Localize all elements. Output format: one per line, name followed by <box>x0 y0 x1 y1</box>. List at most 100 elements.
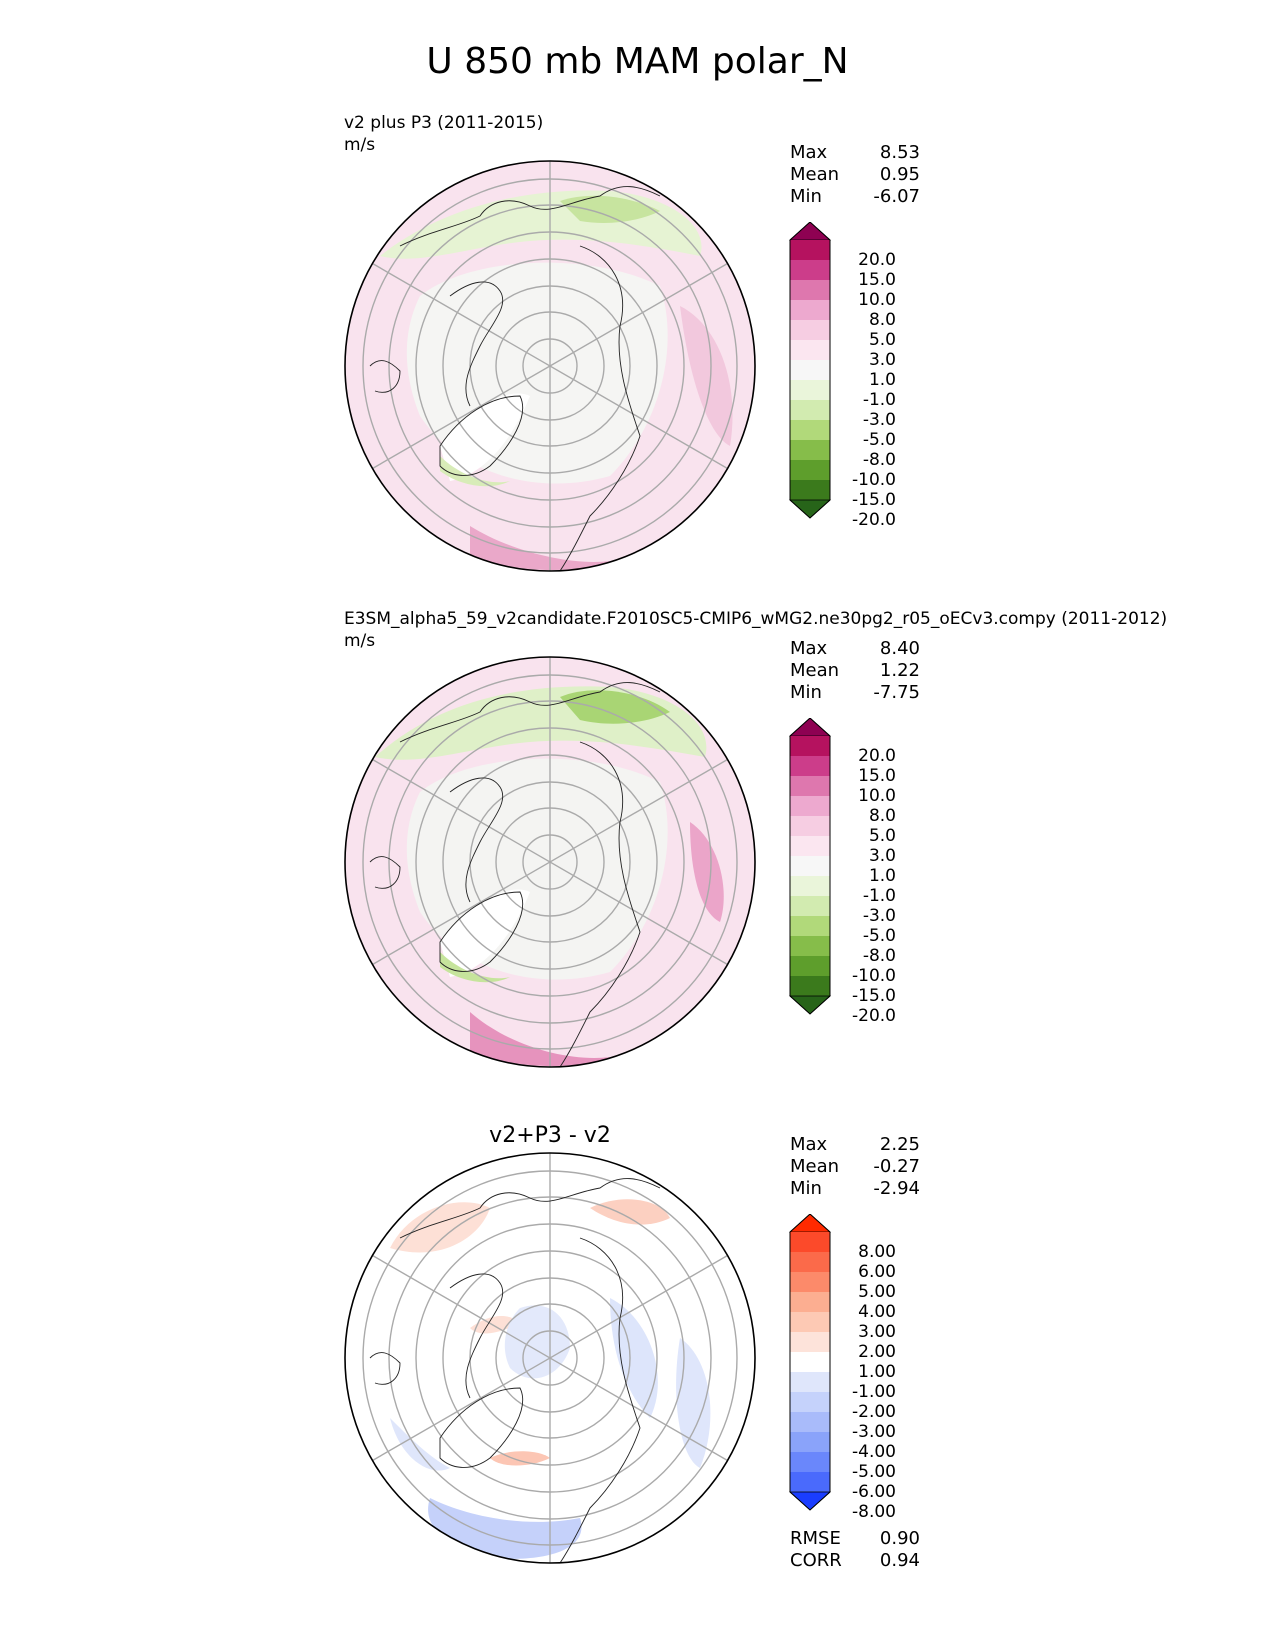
positive-region <box>390 1202 490 1253</box>
colorbar-extend-max <box>788 718 832 737</box>
colorbar-tick-label: 5.00 <box>858 1282 896 1302</box>
colorbar-bin <box>790 956 830 977</box>
colorbar-tick-label: -15.0 <box>852 986 896 1006</box>
colorbar-bin <box>790 260 830 281</box>
colorbar-bin <box>790 1272 830 1293</box>
colorbar-bin <box>790 916 830 937</box>
colorbar-3 <box>788 1214 832 1511</box>
stat-row: Mean 0.95 <box>790 164 920 186</box>
colorbar-tick-label: -5.0 <box>862 430 896 450</box>
map-border <box>344 656 756 1068</box>
positive-region-south <box>470 526 610 571</box>
colorbar-tick-label: -3.0 <box>862 906 896 926</box>
stat-row: Min -2.94 <box>790 1178 920 1200</box>
colorbar-bin <box>790 736 830 757</box>
strong-negative-region <box>560 690 670 724</box>
colorbar-extend-min <box>788 499 832 519</box>
colorbar-bin <box>790 1352 830 1373</box>
colorbar-tick-label: 1.0 <box>868 866 896 886</box>
polar-map-3 <box>344 1152 756 1564</box>
colorbar-tick-label: -15.0 <box>852 490 896 510</box>
panel-2-title: E3SM_alpha5_59_v2candidate.F2010SC5-CMIP… <box>344 609 1168 629</box>
panel-2-units: m/s <box>344 631 376 651</box>
positive-region-east <box>680 306 733 446</box>
colorbar-bin <box>790 1312 830 1333</box>
colorbar-tick-label: 8.0 <box>868 310 896 330</box>
colorbar-bin <box>790 796 830 817</box>
colorbar-outline <box>789 1214 831 1511</box>
colorbar-bin <box>790 360 830 381</box>
colorbar-tick-label: -10.0 <box>852 470 896 490</box>
greenland-negative <box>440 456 510 487</box>
positive-region-east <box>690 822 724 922</box>
colorbar-1 <box>788 222 832 519</box>
colorbar-tick-label: -8.00 <box>852 1502 896 1522</box>
stat-row: Min -7.75 <box>790 682 920 704</box>
stat-label: Mean <box>790 660 840 681</box>
colorbar-tick-label: -1.0 <box>862 886 896 906</box>
map-border <box>344 1152 756 1564</box>
coastlines <box>369 1178 661 1564</box>
colorbar-tick-label: 20.0 <box>858 746 896 766</box>
stat-value: -7.75 <box>873 682 920 703</box>
colorbar-tick-label: 4.00 <box>858 1302 896 1322</box>
stat-value: -6.07 <box>873 186 920 207</box>
stat-row: Min -6.07 <box>790 186 920 208</box>
graticule <box>362 161 738 571</box>
polar-map-1 <box>344 160 756 572</box>
panel-1-stats: Max 8.53 Mean 0.95 Min -6.07 <box>790 142 920 208</box>
stat-row: CORR 0.94 <box>790 1550 920 1572</box>
colorbar-tick-label: -8.0 <box>862 450 896 470</box>
colorbar-bin <box>790 340 830 361</box>
colorbar-extend-max <box>788 1214 832 1233</box>
map-border <box>344 160 756 572</box>
colorbar-tick-label: 8.0 <box>868 806 896 826</box>
stat-value: 0.90 <box>879 1528 920 1549</box>
colorbar-tick-label: -2.00 <box>852 1402 896 1422</box>
colorbar-extend-min <box>788 995 832 1015</box>
colorbar-bin <box>790 1452 830 1473</box>
coastlines <box>369 186 661 572</box>
panel-1-title: v2 plus P3 (2011-2015) <box>344 113 544 133</box>
stat-value: 2.25 <box>879 1134 920 1155</box>
stat-label: Min <box>790 682 822 703</box>
colorbar-tick-label: -1.0 <box>862 390 896 410</box>
stat-label: Max <box>790 1134 828 1155</box>
colorbar-tick-label: -3.0 <box>862 410 896 430</box>
colorbar-tick-label: -20.0 <box>852 510 896 530</box>
colorbar-bin <box>790 896 830 917</box>
stat-label: Max <box>790 142 828 163</box>
colorbar-bin <box>790 400 830 421</box>
colorbar-bin <box>790 1232 830 1253</box>
colorbar-tick-label: -20.0 <box>852 1006 896 1026</box>
colorbar-tick-label: 15.0 <box>858 270 896 290</box>
colorbar-2 <box>788 718 832 1015</box>
colorbar-tick-label: 3.00 <box>858 1322 896 1342</box>
colorbar-bin <box>790 300 830 321</box>
stat-value: 8.40 <box>879 638 920 659</box>
positive-region-south <box>470 1012 610 1067</box>
stat-row: Max 2.25 <box>790 1134 920 1156</box>
colorbar-bin <box>790 876 830 897</box>
colorbar-bin <box>790 380 830 401</box>
colorbar-tick-label: 1.0 <box>868 370 896 390</box>
colorbar-tick-label: -10.0 <box>852 966 896 986</box>
stat-label: RMSE <box>790 1528 841 1549</box>
colorbar-bin <box>790 836 830 857</box>
colorbar-tick-label: -1.00 <box>852 1382 896 1402</box>
colorbar-bin <box>790 856 830 877</box>
figure-title: U 850 mb MAM polar_N <box>426 41 849 82</box>
negative-region <box>428 1498 582 1559</box>
colorbar-tick-label: 3.0 <box>868 350 896 370</box>
stat-value: 0.94 <box>879 1550 920 1571</box>
stat-row: Mean 1.22 <box>790 660 920 682</box>
colorbar-bin <box>790 280 830 301</box>
colorbar-tick-label: 1.00 <box>858 1362 896 1382</box>
positive-region <box>590 1199 670 1225</box>
colorbar-tick-label: -4.00 <box>852 1442 896 1462</box>
colorbar-tick-label: 8.00 <box>858 1242 896 1262</box>
polar-map-2 <box>344 656 756 1068</box>
colorbar-bin <box>790 420 830 441</box>
negative-region <box>610 1298 658 1418</box>
negative-region <box>390 1418 450 1471</box>
